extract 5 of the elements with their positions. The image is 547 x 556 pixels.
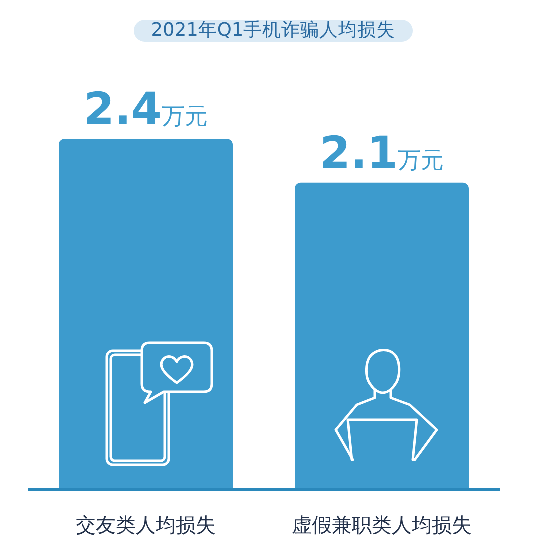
data-label: 2.4万元 [84, 84, 208, 135]
x-tick-label: 交友类人均损失 [76, 513, 216, 538]
data-label: 2.1万元 [320, 128, 444, 179]
x-tick-label: 虚假兼职类人均损失 [292, 513, 472, 538]
chart-title: 2021年Q1手机诈骗人均损失 [134, 20, 413, 42]
